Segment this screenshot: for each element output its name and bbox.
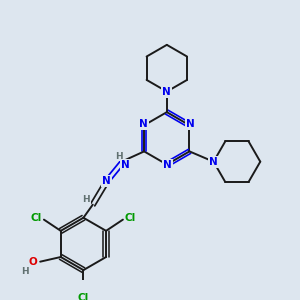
Text: Cl: Cl: [125, 213, 136, 223]
Text: Cl: Cl: [78, 293, 89, 300]
Text: N: N: [209, 157, 218, 167]
Text: N: N: [162, 87, 171, 97]
Text: N: N: [186, 119, 195, 129]
Text: N: N: [164, 160, 172, 170]
Text: N: N: [121, 160, 130, 170]
Text: H: H: [21, 266, 29, 275]
Text: O: O: [28, 257, 37, 267]
Text: N: N: [139, 119, 148, 129]
Text: H: H: [82, 196, 90, 205]
Text: Cl: Cl: [31, 213, 42, 223]
Text: N: N: [102, 176, 111, 186]
Text: H: H: [115, 152, 123, 160]
